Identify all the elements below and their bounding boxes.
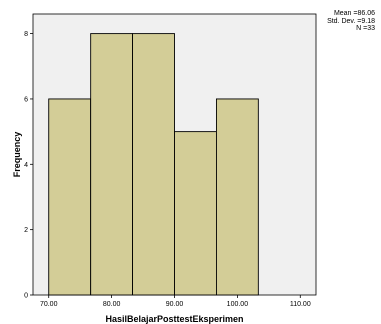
histogram-bar-3 (132, 33, 175, 296)
y-tick-label: 8 (24, 31, 28, 38)
y-tick-label: 2 (24, 227, 28, 234)
n-stat: N =33 (356, 25, 375, 32)
y-axis-title: Frequency (12, 132, 22, 178)
std-dev-stat: Std. Dev. =9.18 (327, 17, 375, 25)
histogram-bar-1 (48, 98, 92, 296)
histogram-bar-4 (174, 131, 217, 296)
y-tick-label: 6 (24, 96, 28, 103)
x-tick-label: 80.00 (103, 301, 121, 308)
x-tick-label: 110.00 (290, 301, 311, 308)
mean-stat: Mean =86.06 (333, 10, 375, 17)
y-tick-label: 4 (24, 162, 28, 169)
x-tick-label: 70.00 (40, 301, 58, 308)
x-tick-label: 100.00 (227, 301, 249, 308)
x-tick-label: 90.00 (166, 301, 184, 308)
summary-stats: Mean =86.06 Std. Dev. =9.18 N =33 (327, 10, 375, 33)
y-tick-label: 0 (24, 293, 28, 300)
histogram-bar-2 (90, 33, 134, 296)
histogram-bar-5 (215, 98, 259, 296)
x-axis-title: HasilBelajarPosttestEksperimen (105, 314, 243, 324)
